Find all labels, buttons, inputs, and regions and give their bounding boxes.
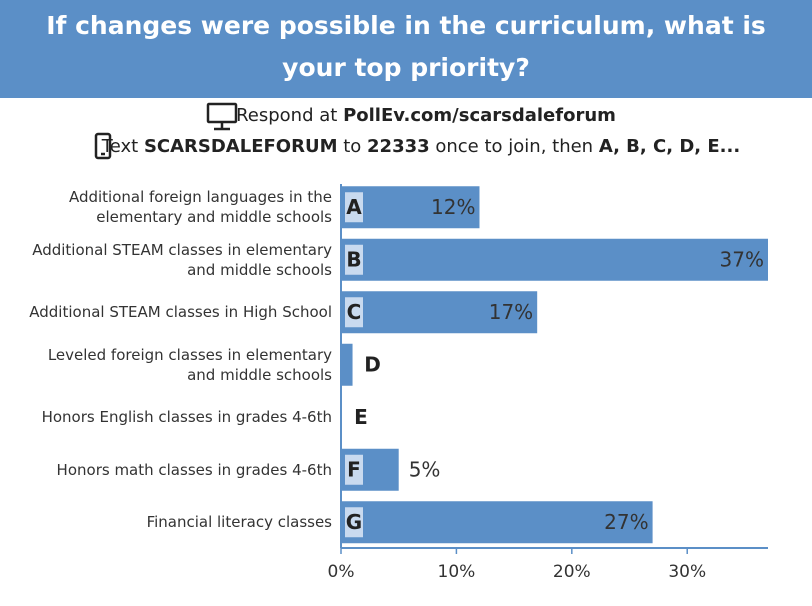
x-tick-label: 20%: [553, 562, 591, 582]
bar: [341, 291, 538, 334]
category-label: Additional STEAM classes in elementary a…: [32, 240, 332, 279]
letter-box: [345, 297, 363, 328]
phone-icon: [94, 132, 112, 160]
value-label: 12%: [431, 195, 475, 219]
x-tick-label: 0%: [328, 562, 355, 582]
text: to: [337, 136, 368, 157]
number: 22333: [367, 136, 430, 157]
category-label: Leveled foreign classes in elementary an…: [47, 345, 332, 384]
option-letter: B: [346, 247, 361, 271]
option-letter: A: [346, 195, 362, 219]
value-label: 27%: [604, 510, 648, 534]
category-label: Honors English classes in grades 4-6th: [41, 408, 332, 427]
options: A, B, C, D, E...: [598, 136, 741, 157]
letter-box: [345, 244, 363, 275]
text: Text: [101, 136, 144, 157]
value-label: 17%: [489, 300, 533, 324]
bar: [341, 238, 768, 281]
category-label: Additional foreign languages in the elem…: [68, 188, 332, 227]
option-letter: F: [347, 457, 361, 481]
text-line: Text SCARSDALEFORUM to 22333 once to joi…: [0, 136, 812, 157]
bar: [341, 501, 653, 544]
option-letter: E: [354, 405, 368, 429]
option-letter: D: [364, 352, 381, 376]
category-label: Honors math classes in grades 4-6th: [56, 460, 332, 479]
respond-line: Respond at PollEv.com/scarsdaleforum: [0, 105, 812, 126]
category-label: Additional STEAM classes in High School: [29, 303, 332, 322]
bar: [341, 186, 480, 229]
value-label: 5%: [409, 457, 441, 481]
letter-box: [345, 192, 363, 223]
text: once to join, then: [429, 136, 599, 157]
option-letter: C: [347, 300, 362, 324]
url: PollEv.com/scarsdaleforum: [343, 105, 616, 126]
value-label: 37%: [720, 247, 764, 271]
code: SCARSDALEFORUM: [143, 136, 338, 157]
monitor-icon: [206, 102, 238, 131]
letter-box: [345, 507, 363, 538]
x-tick-label: 30%: [668, 562, 706, 582]
category-label: Financial literacy classes: [146, 513, 332, 532]
text: Respond at: [236, 105, 344, 126]
x-tick-label: 10%: [438, 562, 476, 582]
bar: [341, 343, 353, 386]
letter-box: [345, 454, 363, 485]
option-letter: G: [346, 510, 362, 534]
chart-title: If changes were possible in the curricul…: [0, 0, 812, 98]
